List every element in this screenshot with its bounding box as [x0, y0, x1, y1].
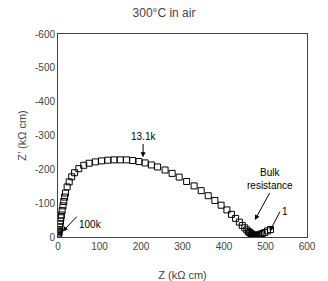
svg-text:200: 200 — [133, 241, 150, 252]
svg-text:-500: -500 — [35, 62, 55, 73]
svg-text:600: 600 — [299, 241, 316, 252]
svg-text:Z (kΩ cm): Z (kΩ cm) — [158, 269, 207, 281]
svg-text:100: 100 — [91, 241, 108, 252]
svg-text:100k: 100k — [79, 219, 102, 230]
svg-text:500: 500 — [257, 241, 274, 252]
svg-text:400: 400 — [216, 241, 233, 252]
svg-text:-600: -600 — [35, 29, 55, 40]
svg-text:0: 0 — [55, 241, 61, 252]
svg-text:-200: -200 — [35, 164, 55, 175]
svg-text:Bulkresistance: Bulkresistance — [247, 167, 293, 191]
svg-text:300°C in air: 300°C in air — [133, 6, 196, 20]
svg-text:-300: -300 — [35, 130, 55, 141]
svg-text:Z’ (kΩ cm): Z’ (kΩ cm) — [16, 110, 28, 161]
svg-text:1: 1 — [282, 206, 288, 217]
svg-text:0: 0 — [49, 232, 55, 243]
svg-text:13.1k: 13.1k — [131, 131, 156, 142]
svg-text:-100: -100 — [35, 198, 55, 209]
svg-text:300: 300 — [174, 241, 191, 252]
svg-text:-400: -400 — [35, 96, 55, 107]
